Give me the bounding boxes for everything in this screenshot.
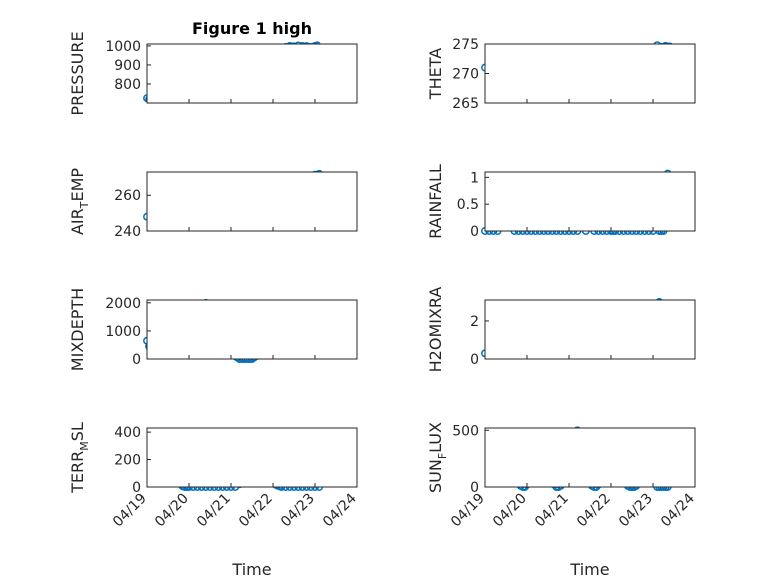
- panel-pressure: 800 900 1000 PRESSURE Figure 1 high: [68, 19, 358, 116]
- y-tick-label: 270: [452, 67, 479, 83]
- x-tick-label: 04/22: [236, 491, 276, 531]
- y-axis-label: MIXDEPTH: [68, 288, 87, 371]
- y-tick-label: 0.5: [457, 197, 479, 213]
- y-tick-label: 275: [452, 37, 479, 53]
- y-axis-label: AIRTEMP: [68, 168, 91, 235]
- x-tick-label: 04/24: [320, 490, 360, 530]
- panel-sun-flux: 0 500 04/19 04/20 04/21 04/22 04/23 04/24 Time SU…: [426, 422, 698, 579]
- y-tick-label: 0: [132, 352, 141, 368]
- panel-air-temp: 240 260 AIRTEMP: [68, 168, 358, 240]
- panel-h2omixra: 0 2 H2OMIXRA: [426, 287, 696, 373]
- y-tick-label: 0: [132, 480, 141, 496]
- x-tick-label: 04/23: [616, 491, 656, 531]
- y-tick-label: 2: [470, 314, 479, 330]
- y-tick-label: 2000: [105, 296, 141, 312]
- panel-mixdepth: 0 1000 2000 MIXDEPTH: [68, 288, 358, 371]
- y-axis-label: PRESSURE: [68, 31, 87, 115]
- y-tick-label: 900: [114, 58, 141, 74]
- panel-rainfall: 0 0.5 1 RAINFALL: [426, 164, 696, 240]
- y-tick-label: 0: [470, 480, 479, 496]
- y-tick-label: 240: [114, 224, 141, 240]
- x-tick-label: 04/20: [152, 491, 192, 531]
- axes-box: [484, 299, 696, 360]
- y-tick-label: 1000: [105, 39, 141, 55]
- panel-theta: 265 270 275 THETA: [426, 37, 696, 112]
- y-axis-label: H2OMIXRA: [426, 287, 445, 373]
- axes-box: [484, 43, 696, 104]
- x-axis-label: Time: [569, 560, 609, 579]
- y-tick-label: 0: [470, 352, 479, 368]
- x-tick-label: 04/24: [658, 490, 698, 530]
- y-axis-label: TERRMSL: [68, 422, 91, 494]
- y-axis-label: THETA: [426, 48, 445, 100]
- y-tick-label: 400: [114, 425, 141, 441]
- axes-box: [146, 427, 358, 488]
- x-tick-label: 04/21: [532, 491, 572, 531]
- axes-box: [484, 427, 696, 488]
- y-tick-label: 1000: [105, 324, 141, 340]
- x-tick-label: 04/19: [110, 491, 150, 531]
- x-tick-label: 04/21: [194, 491, 234, 531]
- x-tick-label: 04/22: [574, 491, 614, 531]
- axes-box: [146, 43, 358, 104]
- x-tick-label: 04/20: [490, 491, 530, 531]
- chart-title: Figure 1 high: [192, 19, 312, 38]
- axes-box: [146, 299, 358, 360]
- y-axis-label: RAINFALL: [426, 164, 445, 239]
- y-axis-label: SUNFLUX: [426, 422, 449, 493]
- y-tick-label: 0: [470, 224, 479, 240]
- axes-box: [146, 171, 358, 232]
- y-tick-label: 260: [114, 188, 141, 204]
- y-tick-label: 200: [114, 453, 141, 469]
- y-tick-label: 1: [470, 170, 479, 186]
- y-tick-label: 265: [452, 96, 479, 112]
- x-tick-label: 04/19: [448, 491, 488, 531]
- axes-box: [484, 171, 696, 232]
- y-tick-label: 500: [452, 423, 479, 439]
- y-tick-label: 800: [114, 77, 141, 93]
- x-tick-label: 04/23: [278, 491, 318, 531]
- panel-terr-msl: 0 200 400 04/19 04/20 04/21 04/22 04/23 04/24 Tim…: [68, 422, 360, 579]
- x-axis-label: Time: [231, 560, 271, 579]
